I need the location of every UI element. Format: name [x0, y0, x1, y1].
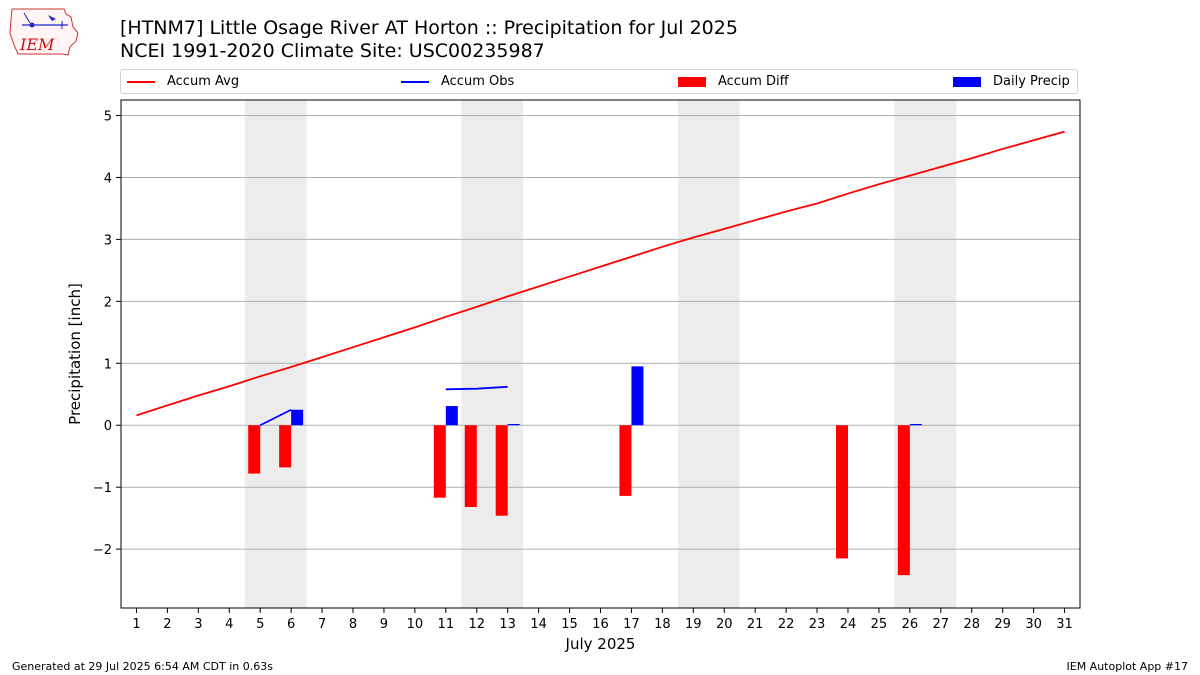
accum-obs-line [445, 385, 508, 391]
accum-diff-bar [897, 425, 910, 576]
x-tick-label: 30 [1025, 617, 1042, 632]
x-tick-label: 3 [194, 617, 202, 632]
daily-precip-bar [445, 406, 458, 426]
x-tick-label: 8 [349, 617, 357, 632]
accum-diff-bar [248, 425, 261, 474]
y-tick-label: 0 [104, 419, 112, 434]
legend-swatch-daily-precip [953, 76, 981, 87]
legend-label: Accum Avg [167, 74, 240, 89]
y-tick-label: 2 [104, 295, 112, 310]
x-tick-label: 24 [840, 617, 857, 632]
y-tick-label: 1 [104, 357, 112, 372]
y-tick-label: −1 [93, 481, 112, 496]
x-tick-label: 7 [318, 617, 326, 632]
accum-avg-line [136, 130, 1065, 417]
x-tick-label: 13 [499, 617, 516, 632]
legend-label: Daily Precip [993, 74, 1070, 89]
x-tick-label: 29 [994, 617, 1011, 632]
x-axis-label: July 2025 [565, 635, 636, 653]
x-tick-label: 20 [716, 617, 733, 632]
daily-precip-bar [909, 424, 922, 426]
weekend-shade [677, 100, 740, 608]
y-tick-label: 5 [104, 109, 112, 124]
accum-diff-bar [433, 425, 446, 498]
accum-diff-bar [835, 425, 848, 559]
chart-title: [HTNM7] Little Osage River AT Horton :: … [120, 17, 738, 39]
y-tick-label: 3 [104, 233, 112, 248]
legend-item-accum-avg: Accum Avg [127, 70, 239, 93]
accum-diff-bar [464, 425, 477, 508]
x-tick-label: 16 [592, 617, 609, 632]
legend-label: Accum Diff [718, 74, 789, 89]
legend-swatch-accum-avg [127, 80, 155, 83]
legend-swatch-accum-diff [678, 76, 706, 87]
x-tick-label: 19 [685, 617, 702, 632]
x-tick-label: 1 [132, 617, 140, 632]
x-tick-label: 10 [407, 617, 424, 632]
legend-item-daily-precip: Daily Precip [953, 70, 1070, 93]
x-tick-label: 21 [747, 617, 764, 632]
x-tick-label: 2 [163, 617, 171, 632]
legend-item-accum-diff: Accum Diff [678, 70, 789, 93]
chart-legend: Accum Avg Accum Obs Accum Diff Daily Pre… [120, 69, 1078, 94]
accum-diff-bar [279, 425, 292, 468]
x-tick-label: 27 [933, 617, 950, 632]
x-tick-label: 6 [287, 617, 295, 632]
x-tick-label: 22 [778, 617, 795, 632]
app-credit: IEM Autoplot App #17 [1066, 660, 1189, 673]
x-tick-label: 12 [468, 617, 485, 632]
x-tick-label: 18 [654, 617, 671, 632]
x-tick-label: 4 [225, 617, 233, 632]
accum-diff-bar [619, 425, 632, 496]
generated-note: Generated at 29 Jul 2025 6:54 AM CDT in … [12, 660, 273, 673]
x-tick-label: 25 [871, 617, 888, 632]
y-axis-label: Precipitation [inch] [66, 283, 84, 425]
x-tick-label: 31 [1056, 617, 1073, 632]
x-tick-label: 23 [809, 617, 826, 632]
daily-precip-bar [631, 366, 644, 426]
daily-precip-bar [507, 424, 520, 426]
x-tick-label: 17 [623, 617, 640, 632]
x-tick-label: 11 [438, 617, 455, 632]
legend-label: Accum Obs [441, 74, 515, 89]
x-tick-label: 14 [530, 617, 547, 632]
accum-obs-line [259, 408, 292, 427]
x-tick-label: 26 [902, 617, 919, 632]
y-tick-label: −2 [93, 543, 112, 558]
chart-subtitle: NCEI 1991-2020 Climate Site: USC00235987 [120, 40, 545, 62]
x-tick-label: 15 [561, 617, 578, 632]
iem-logo: IEM [8, 5, 80, 59]
daily-precip-bar [291, 409, 304, 426]
weekend-shade [461, 100, 524, 608]
logo-text: IEM [19, 35, 55, 54]
x-tick-label: 28 [963, 617, 980, 632]
x-tick-label: 9 [380, 617, 388, 632]
weekend-shade [244, 100, 307, 608]
x-tick-label: 5 [256, 617, 264, 632]
legend-swatch-accum-obs [401, 80, 429, 83]
legend-item-accum-obs: Accum Obs [401, 70, 514, 93]
y-tick-label: 4 [104, 171, 112, 186]
accum-diff-bar [495, 425, 508, 516]
